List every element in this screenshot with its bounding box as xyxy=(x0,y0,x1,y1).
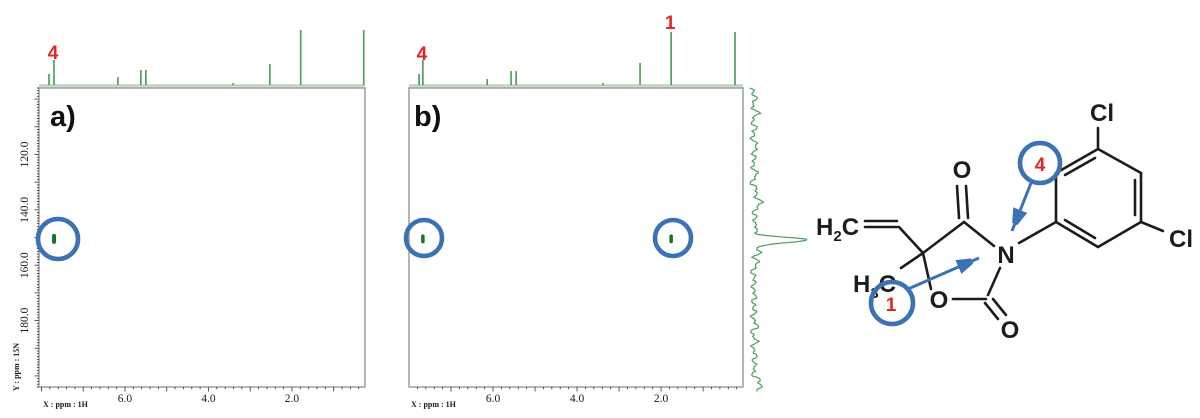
bond-c4-c5 xyxy=(921,220,966,255)
x-tick-label: 6.0 xyxy=(118,393,133,405)
x-tick-label: 2.0 xyxy=(654,393,669,405)
bond-ring-n xyxy=(1017,220,1058,245)
atom-cl-right: Cl xyxy=(1169,226,1193,253)
atom-o-c2: O xyxy=(1001,317,1020,344)
bond-c4-o-double xyxy=(964,184,970,220)
x-axis-title: X : ppm : 1H xyxy=(411,400,457,409)
benzene-edge xyxy=(1096,147,1143,175)
bond-c2-o-double xyxy=(991,297,1008,317)
atom-o-c4: O xyxy=(953,157,972,184)
benzene-inner-double xyxy=(1063,218,1097,240)
bond-c5-o1 xyxy=(921,251,933,291)
y-axis-title: Y : ppm : 15N xyxy=(12,343,21,391)
atom-cl-top: Cl xyxy=(1090,100,1114,127)
bond-c-cl-right xyxy=(1139,220,1165,233)
y-tick-label: 120.0 xyxy=(19,141,31,167)
benzene-edge xyxy=(1054,220,1100,249)
benzene-edge xyxy=(1054,147,1100,175)
panel-label: a) xyxy=(50,101,76,133)
panel-b: 4 1 b) 6.0 4.0 2.0 X : ppm : 1H xyxy=(403,13,808,409)
peak-number-label: 1 xyxy=(665,13,676,34)
x-tick-label: 4.0 xyxy=(570,393,585,405)
structure-number-label: 4 xyxy=(1035,155,1046,176)
arrow-4-to-n xyxy=(1010,182,1033,232)
y-tick-label: 180.0 xyxy=(19,307,31,333)
y-tick-label: 160.0 xyxy=(19,252,31,278)
cross-peak-circle xyxy=(652,217,694,259)
structure-number-label: 1 xyxy=(886,295,897,316)
atom-o1-ring: O xyxy=(930,287,949,314)
bond-c2-o-double xyxy=(983,301,1000,321)
x-axis-title: X : ppm : 1H xyxy=(43,400,89,409)
peak-number-label: 4 xyxy=(417,44,428,65)
cross-peak xyxy=(669,234,673,244)
cross-peak-circle xyxy=(35,216,81,262)
panel-a: 4 a) 6.0 4.0 2.0 X : ppm : 1H 120.0 140.0 160.0 1… xyxy=(12,30,366,409)
bond-c5-methyl xyxy=(899,251,925,270)
bond-c5-vinyl xyxy=(897,225,925,255)
peak-number-label: 4 xyxy=(48,43,59,64)
bond-n-c4 xyxy=(962,220,996,248)
atom-h2c: H2​C xyxy=(816,214,859,245)
atom-n3: N xyxy=(997,242,1014,269)
panel-a-box xyxy=(38,87,366,388)
benzene-edge xyxy=(1096,220,1143,249)
arrow-1-to-n xyxy=(907,256,980,291)
bond-c2-n xyxy=(986,266,1002,297)
panel-label: b) xyxy=(414,101,441,133)
structure-circle-4 xyxy=(1017,140,1063,186)
structure-circle-1 xyxy=(868,279,916,327)
side-projection-trace xyxy=(749,87,808,392)
x-tick-label: 2.0 xyxy=(285,393,300,405)
benzene-inner-double xyxy=(1063,156,1097,177)
cross-peak-circle xyxy=(403,217,445,259)
panel-b-box xyxy=(408,87,744,388)
bond-c4-o-double xyxy=(955,184,961,220)
y-tick-label: 140.0 xyxy=(19,197,31,223)
x-tick-label: 4.0 xyxy=(201,393,216,405)
cross-peak xyxy=(52,233,57,244)
cross-peak xyxy=(421,234,425,244)
x-tick-label: 6.0 xyxy=(486,393,501,405)
